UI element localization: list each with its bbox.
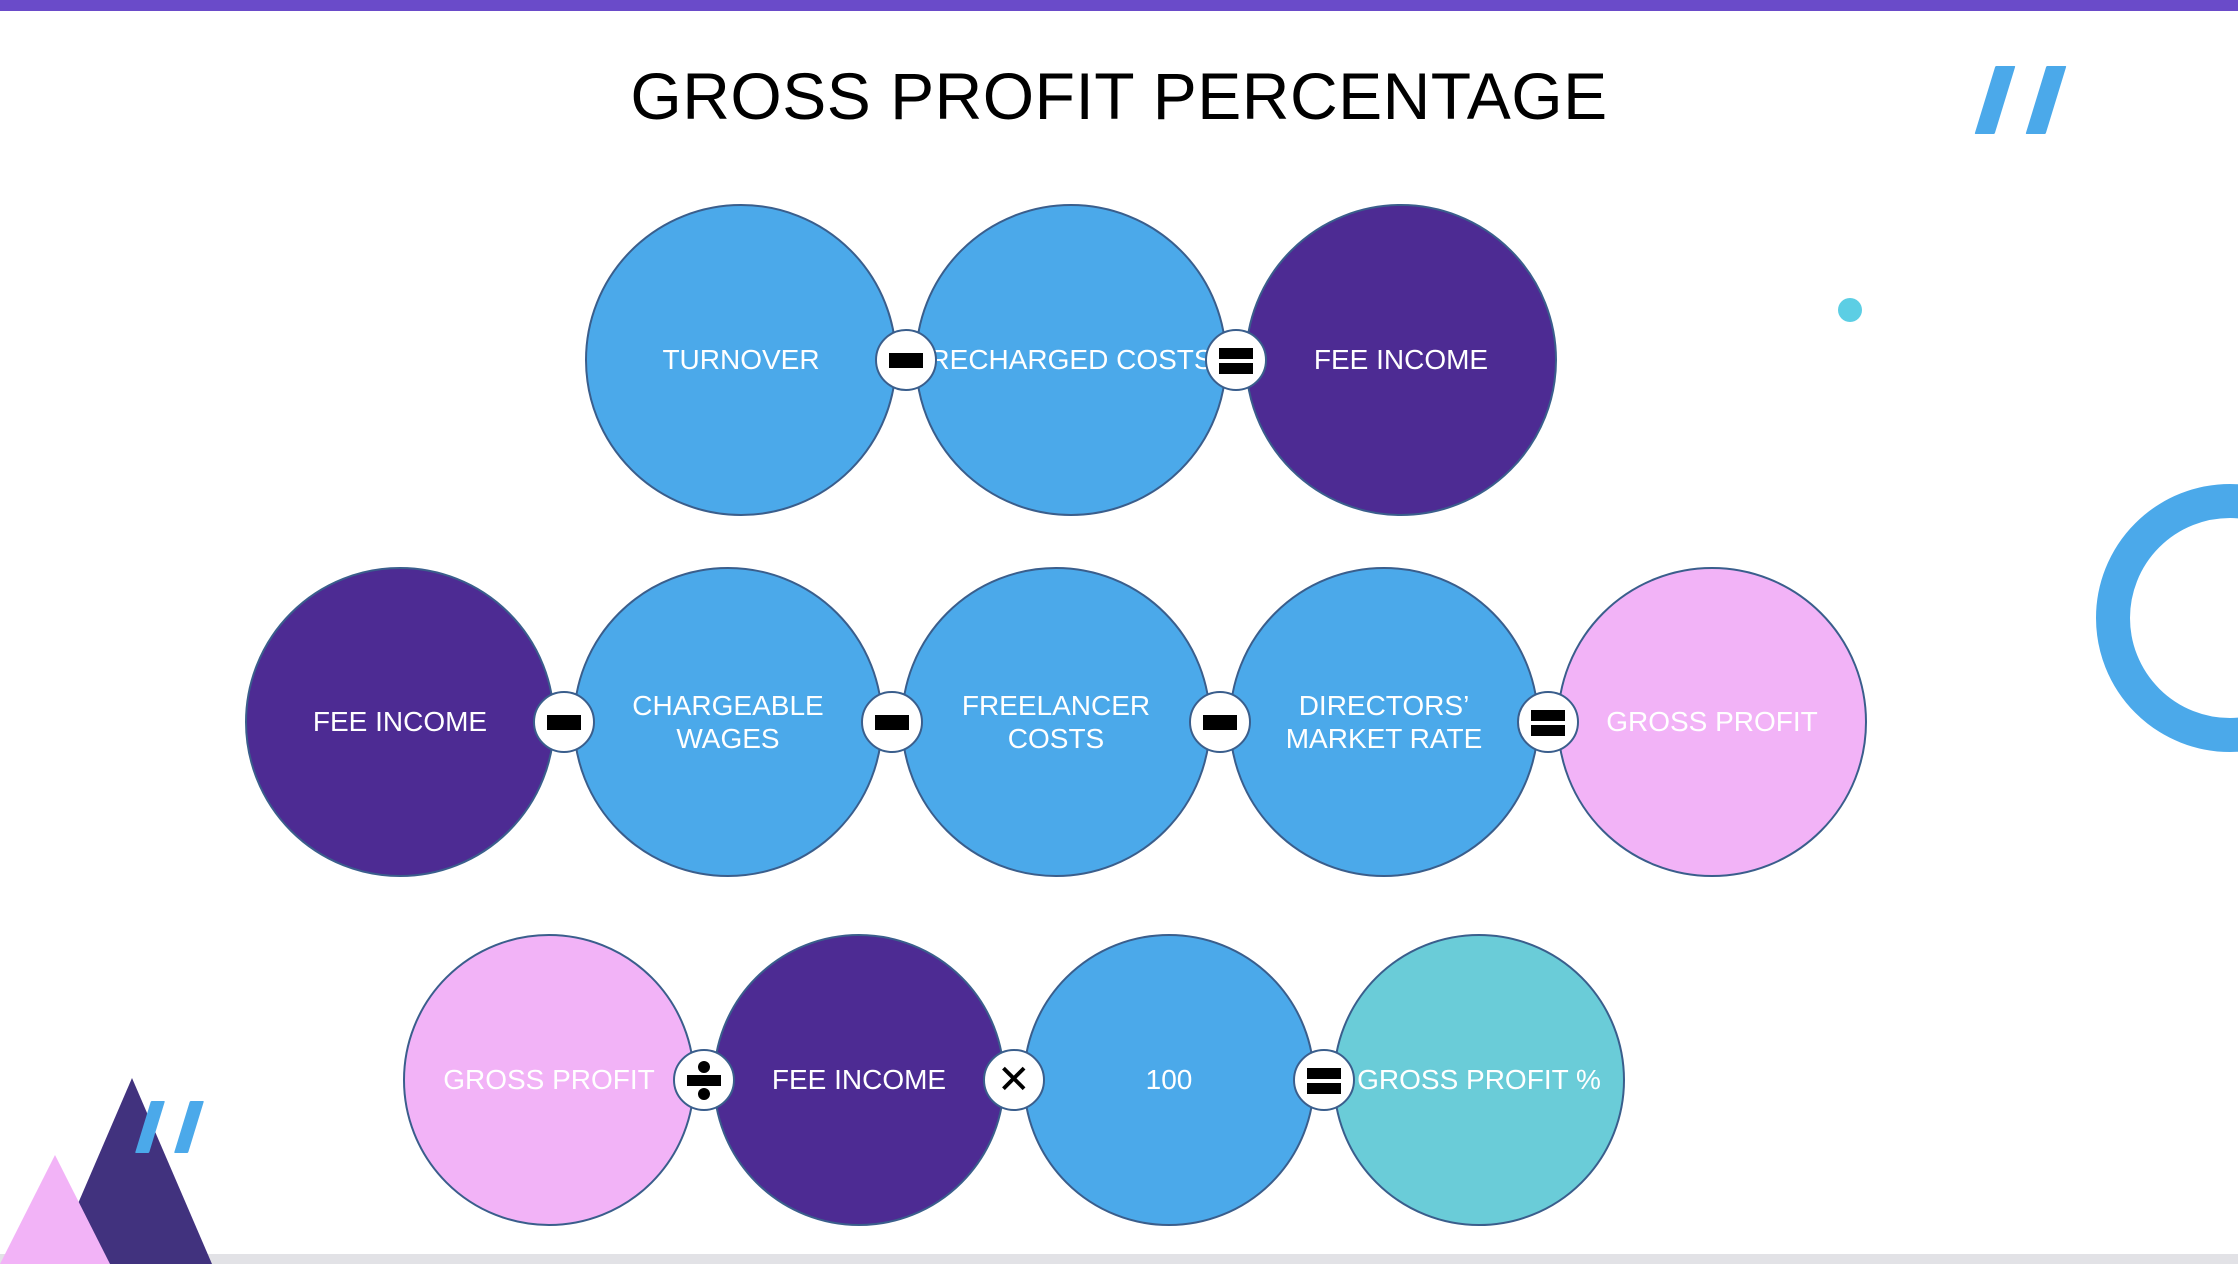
operator-minus <box>1189 691 1251 753</box>
node-freelancer-costs[interactable]: FREELANCER COSTS <box>901 567 1211 877</box>
node-label: FEE INCOME <box>312 706 488 738</box>
operator-minus <box>861 691 923 753</box>
node-label: 100 <box>1145 1064 1193 1096</box>
node-hundred[interactable]: 100 <box>1023 934 1315 1226</box>
top-accent-bar <box>0 0 2238 11</box>
node-turnover[interactable]: TURNOVER <box>585 204 897 516</box>
minus-icon <box>875 705 909 739</box>
node-chargeable-wages[interactable]: CHARGEABLE WAGES <box>573 567 883 877</box>
formula-row-2: FEE INCOME CHARGEABLE WAGES FREELANCER C… <box>245 562 1867 882</box>
node-gross-profit[interactable]: GROSS PROFIT <box>1557 567 1867 877</box>
node-label: FEE INCOME <box>1313 344 1489 376</box>
divide-icon <box>687 1061 721 1100</box>
formula-row-3: GROSS PROFIT FEE INCOME ✕ 100 GROSS PROF… <box>403 920 1625 1240</box>
operator-times: ✕ <box>983 1049 1045 1111</box>
node-label: FEE INCOME <box>771 1064 947 1096</box>
node-gross-profit[interactable]: GROSS PROFIT <box>403 934 695 1226</box>
pink-triangle-icon <box>0 1155 110 1264</box>
equals-icon <box>1531 705 1565 739</box>
equals-icon <box>1219 343 1253 377</box>
page-title: GROSS PROFIT PERCENTAGE <box>630 59 1608 133</box>
node-label: TURNOVER <box>662 344 820 376</box>
node-label: GROSS PROFIT <box>1606 706 1818 738</box>
minus-icon <box>547 705 581 739</box>
operator-equals <box>1205 329 1267 391</box>
node-label: CHARGEABLE WAGES <box>632 689 824 754</box>
node-fee-income[interactable]: FEE INCOME <box>713 934 1005 1226</box>
blue-ring-icon <box>2096 484 2238 752</box>
node-label: RECHARGED COSTS <box>929 344 1213 376</box>
node-label: FREELANCER COSTS <box>961 689 1151 754</box>
node-gross-profit-percent[interactable]: GROSS PROFIT % <box>1333 934 1625 1226</box>
node-fee-income[interactable]: FEE INCOME <box>245 567 555 877</box>
operator-equals <box>1293 1049 1355 1111</box>
node-fee-income[interactable]: FEE INCOME <box>1245 204 1557 516</box>
operator-equals <box>1517 691 1579 753</box>
minus-icon <box>1203 705 1237 739</box>
operator-minus <box>875 329 937 391</box>
node-label: DIRECTORS’ MARKET RATE <box>1285 689 1483 754</box>
minus-icon <box>889 343 923 377</box>
node-label: GROSS PROFIT % <box>1357 1064 1601 1096</box>
equals-icon <box>1307 1063 1341 1097</box>
node-label: GROSS PROFIT <box>443 1064 655 1096</box>
node-directors-market-rate[interactable]: DIRECTORS’ MARKET RATE <box>1229 567 1539 877</box>
operator-minus <box>533 691 595 753</box>
formula-row-1: TURNOVER RECHARGED COSTS FEE INCOME <box>585 200 1557 520</box>
operator-divide <box>673 1049 735 1111</box>
cyan-dot-icon <box>1838 298 1862 322</box>
times-icon: ✕ <box>997 1057 1031 1103</box>
node-recharged-costs[interactable]: RECHARGED COSTS <box>915 204 1227 516</box>
bottom-accent-bar <box>0 1254 2238 1264</box>
